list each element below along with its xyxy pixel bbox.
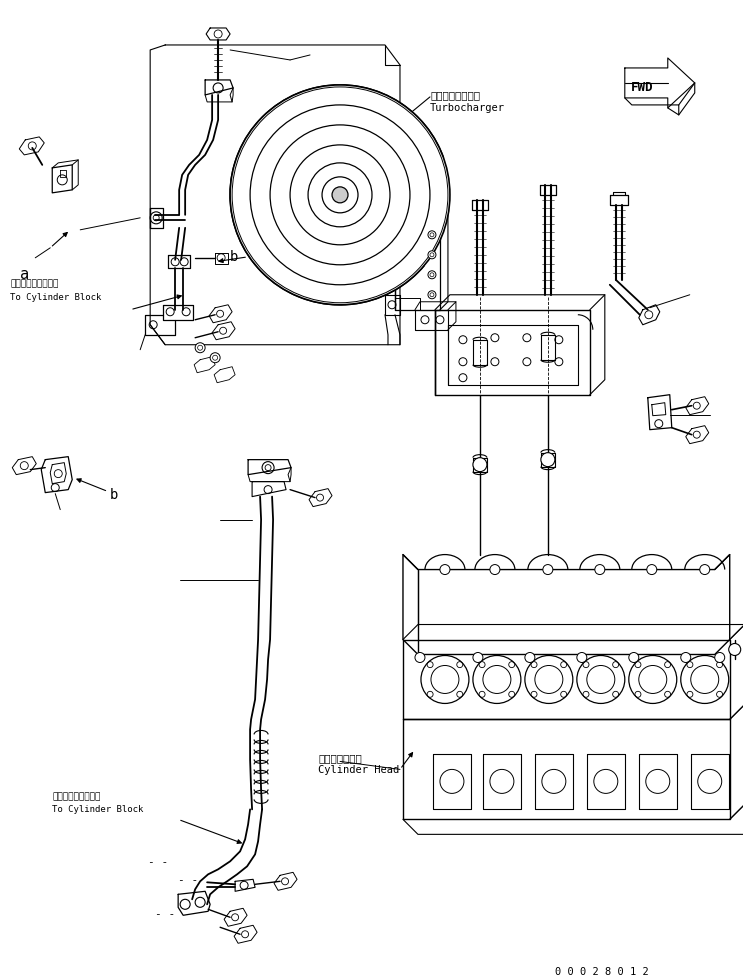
Circle shape — [595, 564, 605, 574]
Text: b: b — [230, 250, 239, 264]
Circle shape — [729, 644, 741, 656]
Text: - -: - - — [155, 909, 175, 919]
Circle shape — [715, 653, 724, 662]
Circle shape — [210, 353, 220, 363]
Text: To Cylinder Block: To Cylinder Block — [52, 806, 143, 814]
Text: FWD: FWD — [631, 81, 653, 94]
Text: シリンダブロックへ: シリンダブロックへ — [52, 793, 100, 802]
Circle shape — [577, 653, 587, 662]
Circle shape — [681, 653, 691, 662]
Text: ターボチャージャ: ターボチャージャ — [430, 90, 480, 100]
Text: 0 0 0 2 8 0 1 2: 0 0 0 2 8 0 1 2 — [555, 967, 649, 977]
Circle shape — [428, 291, 436, 299]
Circle shape — [428, 251, 436, 259]
Circle shape — [428, 270, 436, 278]
Text: b: b — [110, 488, 119, 502]
Circle shape — [428, 231, 436, 239]
Circle shape — [440, 564, 450, 574]
Circle shape — [473, 458, 487, 471]
Text: シリンダブロックへ: シリンダブロックへ — [10, 279, 59, 289]
Circle shape — [195, 343, 205, 353]
Circle shape — [490, 564, 500, 574]
Text: Turbocharger: Turbocharger — [430, 103, 505, 113]
Circle shape — [647, 564, 657, 574]
Circle shape — [230, 85, 450, 305]
Text: - -: - - — [148, 858, 169, 867]
Circle shape — [525, 653, 535, 662]
Circle shape — [541, 453, 555, 466]
Circle shape — [700, 564, 710, 574]
Text: Cylinder Head: Cylinder Head — [318, 765, 399, 775]
Text: - -: - - — [178, 875, 198, 885]
Circle shape — [629, 653, 639, 662]
Circle shape — [543, 564, 553, 574]
Circle shape — [473, 653, 483, 662]
Text: To Cylinder Block: To Cylinder Block — [10, 293, 102, 302]
Circle shape — [332, 187, 348, 203]
Circle shape — [415, 653, 425, 662]
Text: シリンダヘッド: シリンダヘッド — [318, 754, 362, 763]
Text: a: a — [20, 267, 30, 282]
